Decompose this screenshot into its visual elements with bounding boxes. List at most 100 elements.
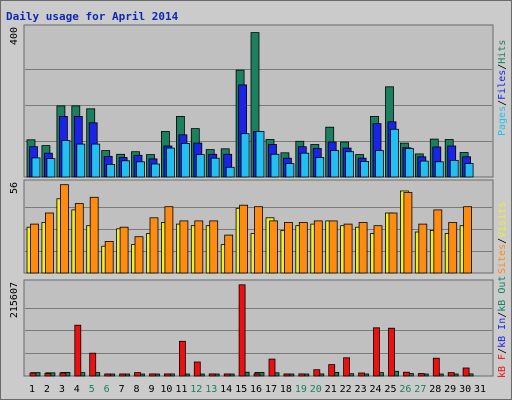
bar-pages xyxy=(195,154,205,178)
bar-pages xyxy=(180,142,190,178)
bar-sites xyxy=(269,220,278,274)
bar-kb-f xyxy=(29,372,37,377)
bar-sites xyxy=(224,234,234,274)
bar-pages xyxy=(31,157,41,178)
bar-sites xyxy=(283,222,293,274)
x-tick-label: 13 xyxy=(205,384,217,395)
bar-pages xyxy=(315,157,325,178)
x-tick-label: 8 xyxy=(134,384,140,395)
y-max-label: 400 xyxy=(9,27,20,45)
bar-pages xyxy=(330,150,340,178)
bar-kb-f xyxy=(253,373,261,377)
bar-kb-f xyxy=(432,357,440,377)
x-tick-label: 14 xyxy=(220,384,232,395)
bar-kb-f xyxy=(149,373,156,377)
bar-pages xyxy=(46,158,56,178)
x-tick-label: 30 xyxy=(459,384,471,395)
bar-kb-f xyxy=(134,372,141,377)
bar-pages xyxy=(61,140,71,178)
x-tick-label: 7 xyxy=(119,384,125,395)
bar-kb-f xyxy=(193,361,201,377)
bar-sites xyxy=(30,223,39,274)
legend-kb-f: kB F xyxy=(497,354,508,378)
bar-sites xyxy=(403,192,413,274)
bar-sites xyxy=(343,223,353,274)
bar-pages xyxy=(419,160,429,178)
x-tick-label: 1 xyxy=(29,384,35,395)
x-tick-label: 20 xyxy=(310,384,322,395)
x-tick-label: 2 xyxy=(44,384,50,395)
bar-pages xyxy=(390,128,399,178)
bar-pages xyxy=(151,163,160,178)
bar-kb-f xyxy=(447,372,455,377)
bar-sites xyxy=(418,223,428,274)
bar-kb-f xyxy=(268,358,276,377)
bar-pages xyxy=(240,133,250,178)
bar-kb-f xyxy=(44,373,52,377)
legend-files: Files xyxy=(497,70,508,100)
bar-kb-f xyxy=(208,373,216,377)
x-tick-label: 17 xyxy=(265,384,277,395)
bar-sites xyxy=(60,184,69,274)
bar-sites xyxy=(119,226,129,274)
panel-kbf-kbin-kbout xyxy=(23,279,494,377)
bar-sites xyxy=(313,220,323,274)
x-tick-label: 15 xyxy=(235,384,247,395)
bar-sites xyxy=(194,220,204,274)
x-tick-label: 31 xyxy=(474,384,486,395)
x-tick-label: 6 xyxy=(104,384,110,395)
x-tick-label: 29 xyxy=(444,384,456,395)
x-tick-label: 23 xyxy=(355,384,367,395)
bar-sites xyxy=(179,220,189,274)
bar-pages xyxy=(285,163,295,178)
x-tick-label: 25 xyxy=(384,384,396,395)
bar-sites xyxy=(74,203,84,274)
bar-kb-f xyxy=(313,369,321,377)
bar-sites xyxy=(433,209,443,274)
bar-pages xyxy=(136,161,145,178)
legend-kb-in: kB In xyxy=(497,318,508,348)
bar-pages xyxy=(360,161,370,178)
bar-sites xyxy=(328,220,338,274)
bar-pages xyxy=(76,143,86,178)
bar-kb-f xyxy=(358,372,366,377)
bar-kb-f xyxy=(328,364,336,377)
x-tick-label: 22 xyxy=(340,384,352,395)
legend-sites: Sites xyxy=(497,244,508,274)
bar-sites xyxy=(89,196,99,274)
bar-sites xyxy=(149,217,159,274)
bar-kb-f xyxy=(373,327,380,377)
bar-pages xyxy=(404,148,414,178)
bar-kb-f xyxy=(462,367,470,377)
bar-sites xyxy=(104,240,114,274)
x-tick-label: 3 xyxy=(59,384,65,395)
bar-sites xyxy=(254,206,263,274)
x-tick-label: 16 xyxy=(250,384,262,395)
bar-sites xyxy=(209,220,219,274)
bar-sites xyxy=(388,212,398,274)
bar-pages xyxy=(464,163,474,178)
x-tick-label: 9 xyxy=(148,384,154,395)
legend-visits-sites: Sites/Visits xyxy=(497,202,508,274)
bar-sites xyxy=(45,212,54,274)
bar-sites xyxy=(448,222,458,274)
bar-kb-f xyxy=(402,371,410,377)
bar-kb-f xyxy=(104,373,112,377)
bar-pages xyxy=(121,160,130,178)
bar-pages xyxy=(375,150,384,178)
bar-kb-f xyxy=(343,357,351,377)
bar-kb-f xyxy=(283,373,291,377)
x-tick-label: 12 xyxy=(190,384,202,395)
bar-kb-f xyxy=(298,373,306,377)
bar-kb-f xyxy=(89,352,97,377)
x-tick-label: 4 xyxy=(74,384,80,395)
bar-kb-f xyxy=(238,284,246,377)
bar-pages xyxy=(106,163,116,178)
bar-kb-f xyxy=(417,373,425,377)
bar-pages xyxy=(210,157,220,178)
x-tick-label: 21 xyxy=(325,384,337,395)
bar-sites xyxy=(134,236,144,274)
bar-kb-f xyxy=(178,340,186,377)
bar-sites xyxy=(463,206,473,274)
